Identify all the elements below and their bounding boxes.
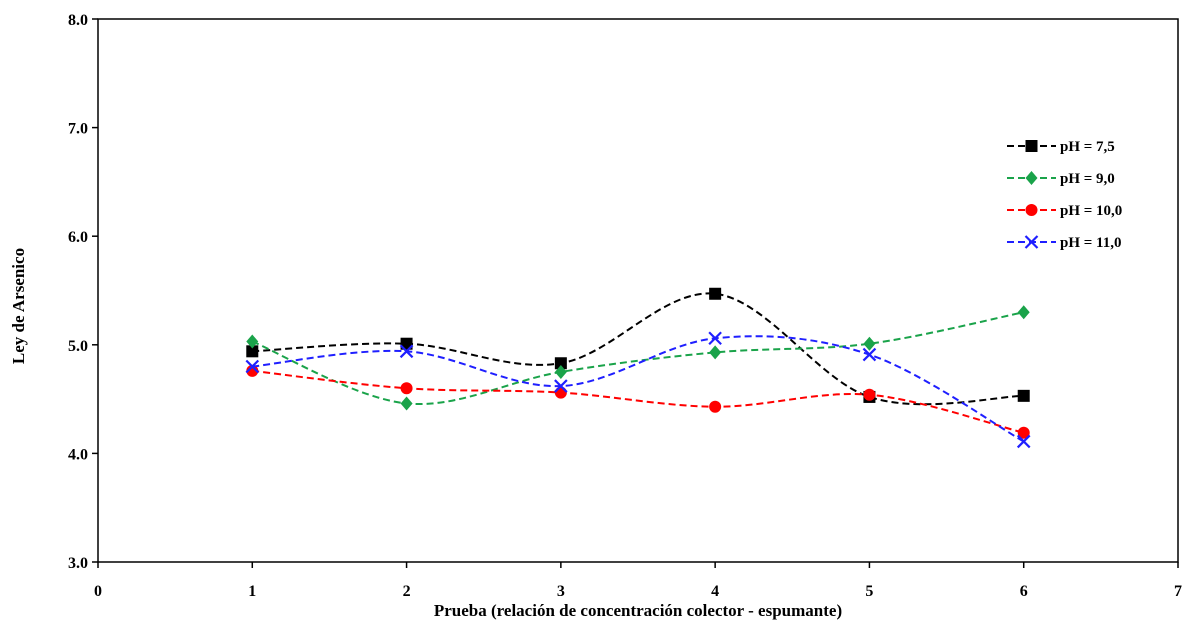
y-tick-label: 7.0: [68, 121, 88, 138]
data-point: [1017, 305, 1030, 320]
legend-item: pH = 7,5: [1007, 139, 1115, 155]
data-point: [1017, 389, 1030, 402]
data-point: [554, 357, 567, 370]
x-tick-label: 2: [403, 583, 411, 600]
series-layer: [245, 287, 1031, 449]
y-tick-label: 3.0: [68, 555, 88, 572]
legend: pH = 7,5 pH = 9,0 pH = 10,0 pH = 11,0: [1007, 139, 1122, 251]
y-tick-label: 4.0: [68, 446, 88, 463]
x-axis-title: Prueba (relación de concentración colect…: [434, 601, 842, 620]
legend-label: pH = 10,0: [1060, 203, 1122, 219]
series-line: [252, 369, 1024, 434]
data-point: [554, 379, 568, 393]
data-point: [554, 386, 567, 399]
data-point: [863, 388, 876, 401]
y-tick-label: 6.0: [68, 229, 88, 246]
y-tick-label: 8.0: [68, 12, 88, 29]
y-tick-label: 5.0: [68, 338, 88, 355]
data-point: [863, 336, 876, 351]
legend-item: pH = 10,0: [1007, 203, 1122, 219]
data-point: [246, 364, 259, 377]
legend-marker: [1025, 140, 1038, 152]
series-3: [245, 331, 1031, 449]
data-point: [400, 337, 413, 350]
series-2: [246, 364, 1030, 439]
plot-area: [97, 18, 1179, 563]
legend-label: pH = 7,5: [1060, 139, 1115, 155]
x-tick-label: 0: [94, 583, 102, 600]
legend-item: pH = 9,0: [1007, 171, 1115, 187]
data-point: [709, 400, 722, 413]
x-tick-label: 6: [1020, 583, 1028, 600]
data-point: [246, 334, 259, 349]
data-point: [709, 287, 722, 300]
legend-marker: [1025, 171, 1038, 185]
data-point: [554, 364, 567, 379]
series-1: [246, 305, 1030, 411]
data-point: [246, 345, 259, 358]
series-line: [251, 311, 1024, 406]
series-line: [252, 292, 1024, 406]
data-point: [245, 359, 260, 374]
x-tick-label: 3: [557, 583, 565, 600]
data-point: [399, 344, 414, 359]
y-axis-ticks: 3.0 4.0 5.0 6.0 7.0 8.0: [68, 12, 98, 572]
x-tick-label: 1: [248, 583, 256, 600]
y-axis-title: Ley de Arsenico: [9, 248, 28, 364]
data-point: [400, 382, 413, 395]
x-tick-label: 7: [1174, 583, 1182, 600]
x-axis-ticks: 0 1 2 3 4 5 6 7: [94, 562, 1182, 600]
data-point: [1016, 434, 1031, 449]
data-point: [862, 347, 877, 362]
legend-marker: [1025, 204, 1038, 216]
data-point: [400, 396, 413, 411]
series-line: [252, 335, 1025, 443]
data-point: [709, 345, 722, 360]
data-point: [1017, 426, 1030, 439]
legend-label: pH = 11,0: [1060, 235, 1121, 251]
legend-item: pH = 11,0: [1007, 235, 1121, 251]
data-point: [708, 331, 722, 346]
legend-marker: [1024, 235, 1039, 249]
x-tick-label: 4: [711, 583, 719, 600]
legend-label: pH = 9,0: [1060, 171, 1115, 187]
x-tick-label: 5: [865, 583, 873, 600]
